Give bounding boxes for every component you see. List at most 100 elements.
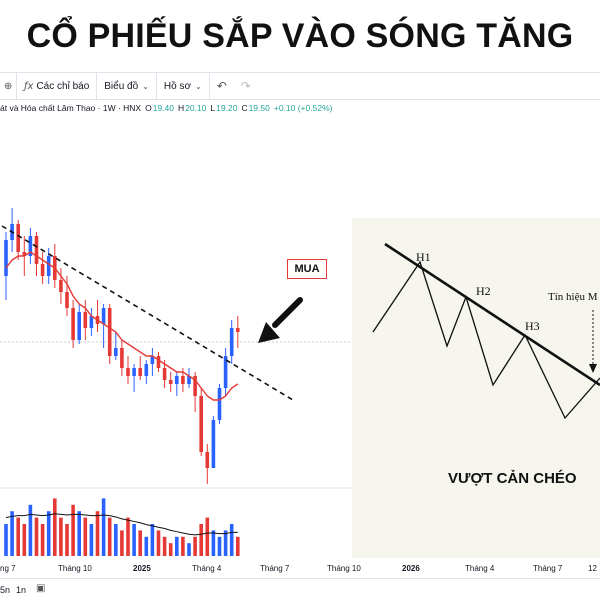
time-axis[interactable]: ng 7 Tháng 10 2025 Tháng 4 Tháng 7 Tháng…: [0, 558, 600, 578]
candle-body: [132, 368, 136, 376]
candle-body: [114, 348, 118, 356]
indicators-button[interactable]: ƒx Các chỉ báo: [17, 73, 98, 99]
time-axis-label: 2026: [402, 564, 420, 573]
volume-bar: [187, 543, 191, 556]
volume-bar: [126, 517, 130, 556]
candle-body: [223, 356, 228, 388]
candle-body: [162, 368, 167, 380]
candle-body: [77, 312, 81, 340]
calendar-icon[interactable]: ▣: [36, 583, 46, 594]
candle-body: [175, 376, 179, 384]
candle-body: [193, 376, 197, 396]
profile-label: Hồ sơ: [163, 80, 192, 92]
candle-body: [46, 256, 51, 276]
candle-body: [83, 312, 88, 328]
time-axis-label: ng 7: [0, 564, 16, 573]
range-bar: 5n 1n: [0, 578, 600, 601]
candle-body: [22, 252, 27, 256]
volume-bar: [101, 498, 106, 556]
moving-average-line: [5, 251, 239, 401]
chart-type-dropdown[interactable]: Biểu đồ ⌄: [97, 73, 157, 99]
headline-text: CỔ PHIẾU SẮP VÀO SÓNG TĂNG: [26, 16, 574, 55]
volume-bar: [168, 543, 173, 556]
toolbar-left-edge[interactable]: ⊕: [0, 73, 17, 99]
volume-bar: [120, 530, 124, 556]
volume-ma-line: [5, 513, 238, 536]
candle-body: [126, 368, 130, 376]
candle-body: [40, 264, 45, 276]
volume-bars-group: [4, 498, 240, 556]
open-label: O: [145, 103, 152, 113]
candle-body: [211, 420, 216, 468]
volume-bar: [4, 524, 8, 556]
candle-body: [89, 316, 94, 328]
diagram-background: [352, 218, 600, 558]
candle-body: [120, 348, 124, 368]
symbol-name: át và Hóa chất Lâm Thao · 1W · HNX: [0, 103, 142, 113]
symbol-legend: át và Hóa chất Lâm Thao · 1W · HNX O 19.4…: [0, 101, 332, 115]
buy-arrow: [258, 297, 303, 343]
buy-arrow-head: [258, 322, 280, 343]
candle-body: [199, 396, 203, 452]
time-axis-label: Tháng 10: [58, 564, 92, 573]
chart-toolbar: ⊕ ƒx Các chỉ báo Biểu đồ ⌄ Hồ sơ ⌄ ↶ ↷: [0, 72, 600, 100]
undo-icon[interactable]: ↶: [216, 79, 227, 93]
volume-bar: [199, 524, 203, 556]
volume-bar: [205, 517, 210, 556]
candle-body: [156, 356, 161, 368]
chart-type-label: Biểu đồ: [104, 80, 139, 92]
candle-body: [71, 308, 75, 340]
volume-bar: [89, 524, 94, 556]
candle-body: [138, 368, 142, 376]
candles-group: [4, 208, 240, 484]
buy-arrow-shaft: [272, 297, 303, 328]
candle-body: [217, 388, 222, 420]
fx-icon: ƒx: [24, 80, 34, 92]
diagram-resistance-line: [384, 242, 600, 387]
low-value: 19.20: [216, 103, 238, 113]
volume-bar: [175, 536, 179, 556]
volume-bar: [162, 536, 167, 556]
volume-bar: [16, 517, 20, 556]
range-1n-button[interactable]: 1n: [16, 585, 27, 595]
change-value: +0.10 (+0.52%): [273, 103, 333, 113]
volume-bar: [65, 524, 69, 556]
time-axis-label: Tháng 4: [465, 564, 495, 573]
close-value: 19.50: [248, 103, 270, 113]
candle-body: [4, 240, 8, 276]
high-label: H: [178, 103, 185, 113]
pattern-diagram: [352, 218, 600, 558]
candle-body: [16, 224, 20, 252]
time-axis-label: 12: [588, 564, 597, 573]
compare-icon: ⊕: [4, 80, 13, 92]
candle-body: [150, 356, 155, 364]
candle-body: [28, 236, 33, 256]
time-axis-label: Tháng 7: [260, 564, 290, 573]
candle-body: [59, 280, 63, 292]
time-axis-label: Tháng 4: [192, 564, 222, 573]
volume-bar: [223, 530, 228, 556]
volume-bar: [211, 530, 216, 556]
volume-bar: [53, 498, 57, 556]
range-5n-button[interactable]: 5n: [0, 585, 11, 595]
candle-body: [168, 380, 173, 384]
volume-bar: [236, 536, 240, 556]
redo-icon[interactable]: ↷: [240, 79, 251, 93]
volume-bar: [132, 524, 136, 556]
volume-bar: [217, 536, 222, 556]
open-value: 19.40: [152, 103, 174, 113]
volume-bar: [22, 524, 27, 556]
diagram-label-h2: H2: [476, 284, 491, 298]
chevron-down-icon: ⌄: [142, 81, 149, 91]
volume-bar: [156, 530, 161, 556]
volume-bar: [28, 504, 33, 556]
diagram-caption: VƯỢT CẢN CHÉO: [448, 470, 577, 487]
profile-dropdown[interactable]: Hồ sơ ⌄: [157, 73, 210, 99]
downtrend-line: [1, 225, 294, 401]
time-axis-label: 2025: [133, 564, 151, 573]
volume-bar: [77, 511, 81, 556]
candle-body: [181, 376, 185, 384]
low-label: L: [210, 103, 216, 113]
headline: CỔ PHIẾU SẮP VÀO SÓNG TĂNG: [0, 0, 600, 72]
